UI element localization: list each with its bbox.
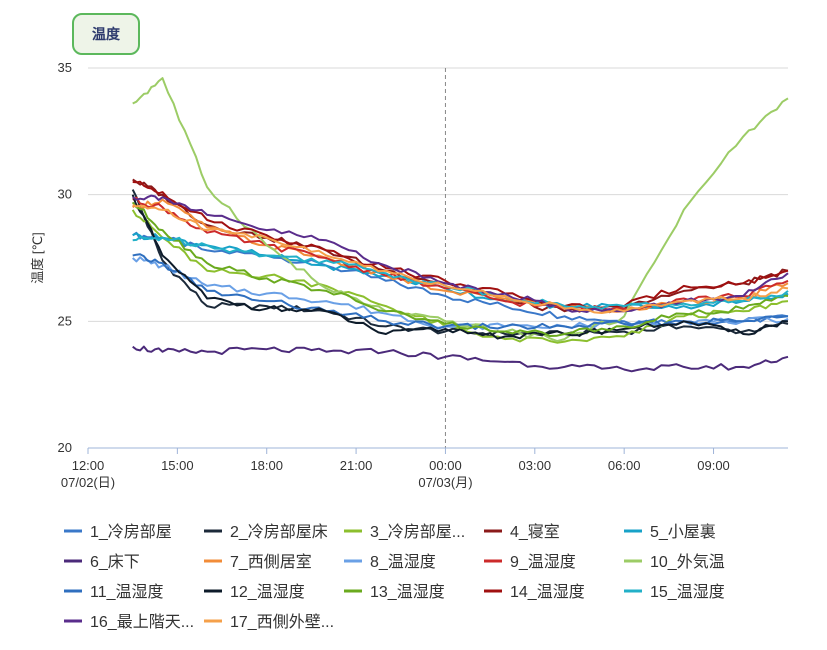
- x-tick-label: 12:00: [72, 458, 105, 473]
- grid-lines: [88, 67, 788, 449]
- legend-item-1: 1_冷房部屋: [90, 523, 172, 541]
- legend-item-7: 7_西側居室: [230, 553, 312, 571]
- legend-item-16: 16_最上階天...: [90, 613, 194, 631]
- series-line-10: [132, 77, 789, 343]
- x-tick-label: 18:00: [250, 458, 283, 473]
- y-tick-label: 20: [58, 440, 72, 455]
- legend-item-6: 6_床下: [90, 553, 140, 571]
- y-axis-label: 温度 [℃]: [30, 232, 45, 283]
- series-line-14: [132, 180, 789, 309]
- x-tick-label: 15:00: [161, 458, 194, 473]
- series-line-5: [132, 232, 789, 310]
- series-line-11: [132, 253, 789, 331]
- series-line-2: [131, 189, 789, 337]
- legend-item-12: 12_温湿度: [230, 583, 305, 601]
- legend-item-4: 4_寝室: [510, 522, 560, 541]
- legend-item-8: 8_温湿度: [370, 553, 436, 571]
- legend-item-9: 9_温湿度: [510, 553, 576, 571]
- series-line-17: [132, 203, 789, 314]
- legend-item-10: 10_外気温: [650, 553, 725, 571]
- legend: 1_冷房部屋 2_冷房部屋床 3_冷房部屋... 4_寝室 5_小屋裏 6_床下 7_西側居…: [64, 522, 725, 631]
- legend-item-17: 17_西側外壁...: [230, 612, 334, 631]
- series-line-9: [132, 196, 789, 313]
- series-line-6: [132, 345, 789, 373]
- x-tick-label: 09:00: [697, 458, 730, 473]
- x-tick-date-label: 07/03(月): [418, 475, 472, 490]
- tab-temperature[interactable]: 温度: [72, 13, 140, 55]
- series-lines: [131, 77, 789, 373]
- legend-item-2: 2_冷房部屋床: [230, 523, 328, 541]
- legend-item-5: 5_小屋裏: [650, 522, 716, 541]
- y-tick-label: 30: [58, 187, 72, 202]
- x-tick-label: 06:00: [608, 458, 641, 473]
- legend-item-15: 15_温湿度: [650, 583, 725, 601]
- x-tick-label: 21:00: [340, 458, 373, 473]
- legend-item-13: 13_温湿度: [370, 583, 445, 601]
- series-line-12: [131, 194, 789, 340]
- legend-item-14: 14_温湿度: [510, 583, 585, 601]
- legend-item-11: 11_温湿度: [90, 583, 164, 601]
- x-tick-label: 03:00: [519, 458, 552, 473]
- series-line-13: [131, 201, 789, 337]
- series-line-4: [132, 178, 789, 314]
- x-tick-date-label: 07/02(日): [61, 475, 115, 490]
- y-tick-label: 35: [58, 60, 72, 75]
- x-tick-label: 00:00: [429, 458, 462, 473]
- legend-item-3: 3_冷房部屋...: [370, 523, 465, 541]
- y-tick-label: 25: [58, 313, 72, 328]
